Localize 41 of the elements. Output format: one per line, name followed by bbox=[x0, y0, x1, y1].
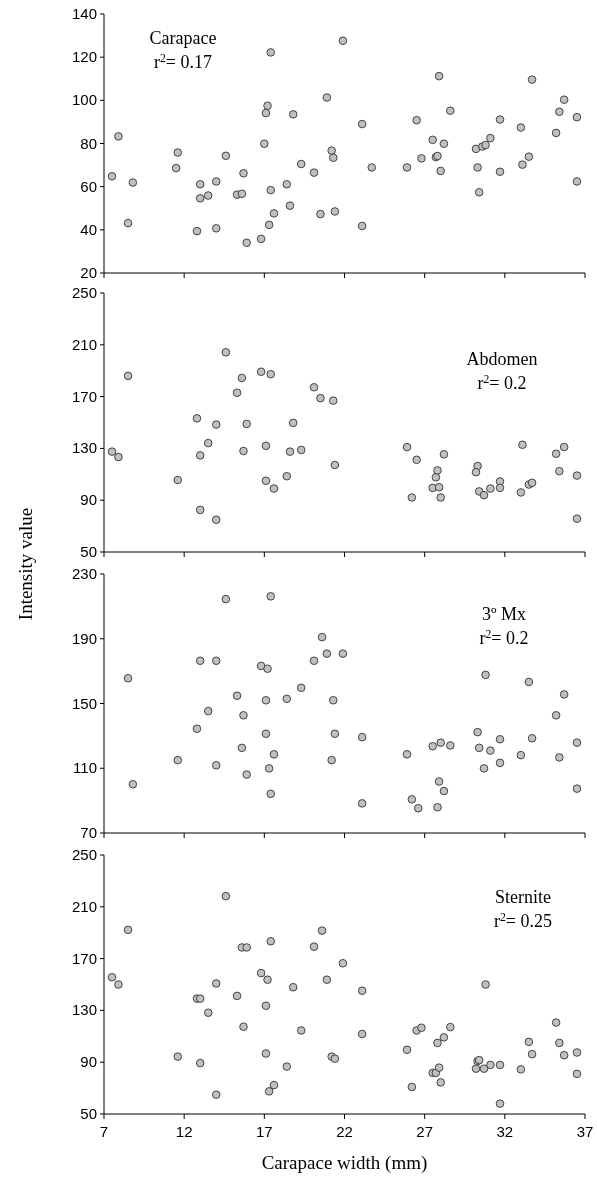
annotation: Abdomen bbox=[466, 349, 538, 369]
y-tick-label: 250 bbox=[71, 284, 97, 301]
annotation: r$^{2}$= 0.17 bbox=[154, 51, 212, 72]
annotation: r$^{2}$= 0.25 bbox=[494, 910, 552, 931]
y-tick-label: 150 bbox=[71, 694, 97, 712]
y-tick-label: 210 bbox=[71, 897, 97, 915]
y-tick-label: 50 bbox=[80, 543, 97, 560]
y-tick-label: 120 bbox=[71, 48, 97, 66]
annotation: 3º Mx bbox=[481, 604, 527, 624]
annotation: Carapace bbox=[149, 28, 217, 48]
y-tick-label: 130 bbox=[71, 1001, 97, 1019]
x-tick-label: 17 bbox=[255, 1123, 273, 1140]
y-tick-label: 210 bbox=[71, 335, 97, 353]
y-tick-label: 90 bbox=[80, 1053, 97, 1071]
y-tick-label: 130 bbox=[71, 439, 97, 457]
y-tick-label: 40 bbox=[80, 220, 97, 238]
y-tick-label: 230 bbox=[71, 565, 97, 582]
y-tick-label: 170 bbox=[71, 387, 97, 405]
x-tick-label: 7 bbox=[99, 1123, 109, 1140]
x-tick-label: 22 bbox=[336, 1123, 353, 1140]
y-tick-label: 90 bbox=[80, 491, 97, 509]
x-tick-label: 32 bbox=[496, 1123, 514, 1140]
y-tick-label: 60 bbox=[80, 177, 97, 195]
y-tick-label: 190 bbox=[71, 629, 97, 647]
y-tick-label: 50 bbox=[80, 1105, 97, 1122]
y-tick-label: 20 bbox=[80, 264, 97, 281]
y-tick-label: 70 bbox=[80, 824, 97, 841]
annotation: r$^{2}$= 0.2 bbox=[477, 372, 527, 393]
y-tick-label: 170 bbox=[71, 949, 97, 967]
y-axis-title: Intensity value bbox=[15, 507, 36, 621]
x-tick-label: 12 bbox=[175, 1123, 193, 1140]
y-tick-label: 140 bbox=[71, 5, 97, 22]
y-tick-label: 80 bbox=[80, 134, 97, 152]
x-tick-label: 27 bbox=[416, 1123, 434, 1140]
annotation: r$^{2}$= 0.2 bbox=[479, 627, 529, 648]
x-tick-label: 37 bbox=[576, 1123, 594, 1140]
x-axis-title: Carapace width (mm) bbox=[261, 1152, 428, 1174]
y-tick-label: 110 bbox=[73, 759, 97, 777]
y-tick-label: 250 bbox=[71, 846, 97, 863]
y-tick-label: 100 bbox=[71, 91, 97, 109]
annotation: Sternite bbox=[495, 887, 551, 907]
